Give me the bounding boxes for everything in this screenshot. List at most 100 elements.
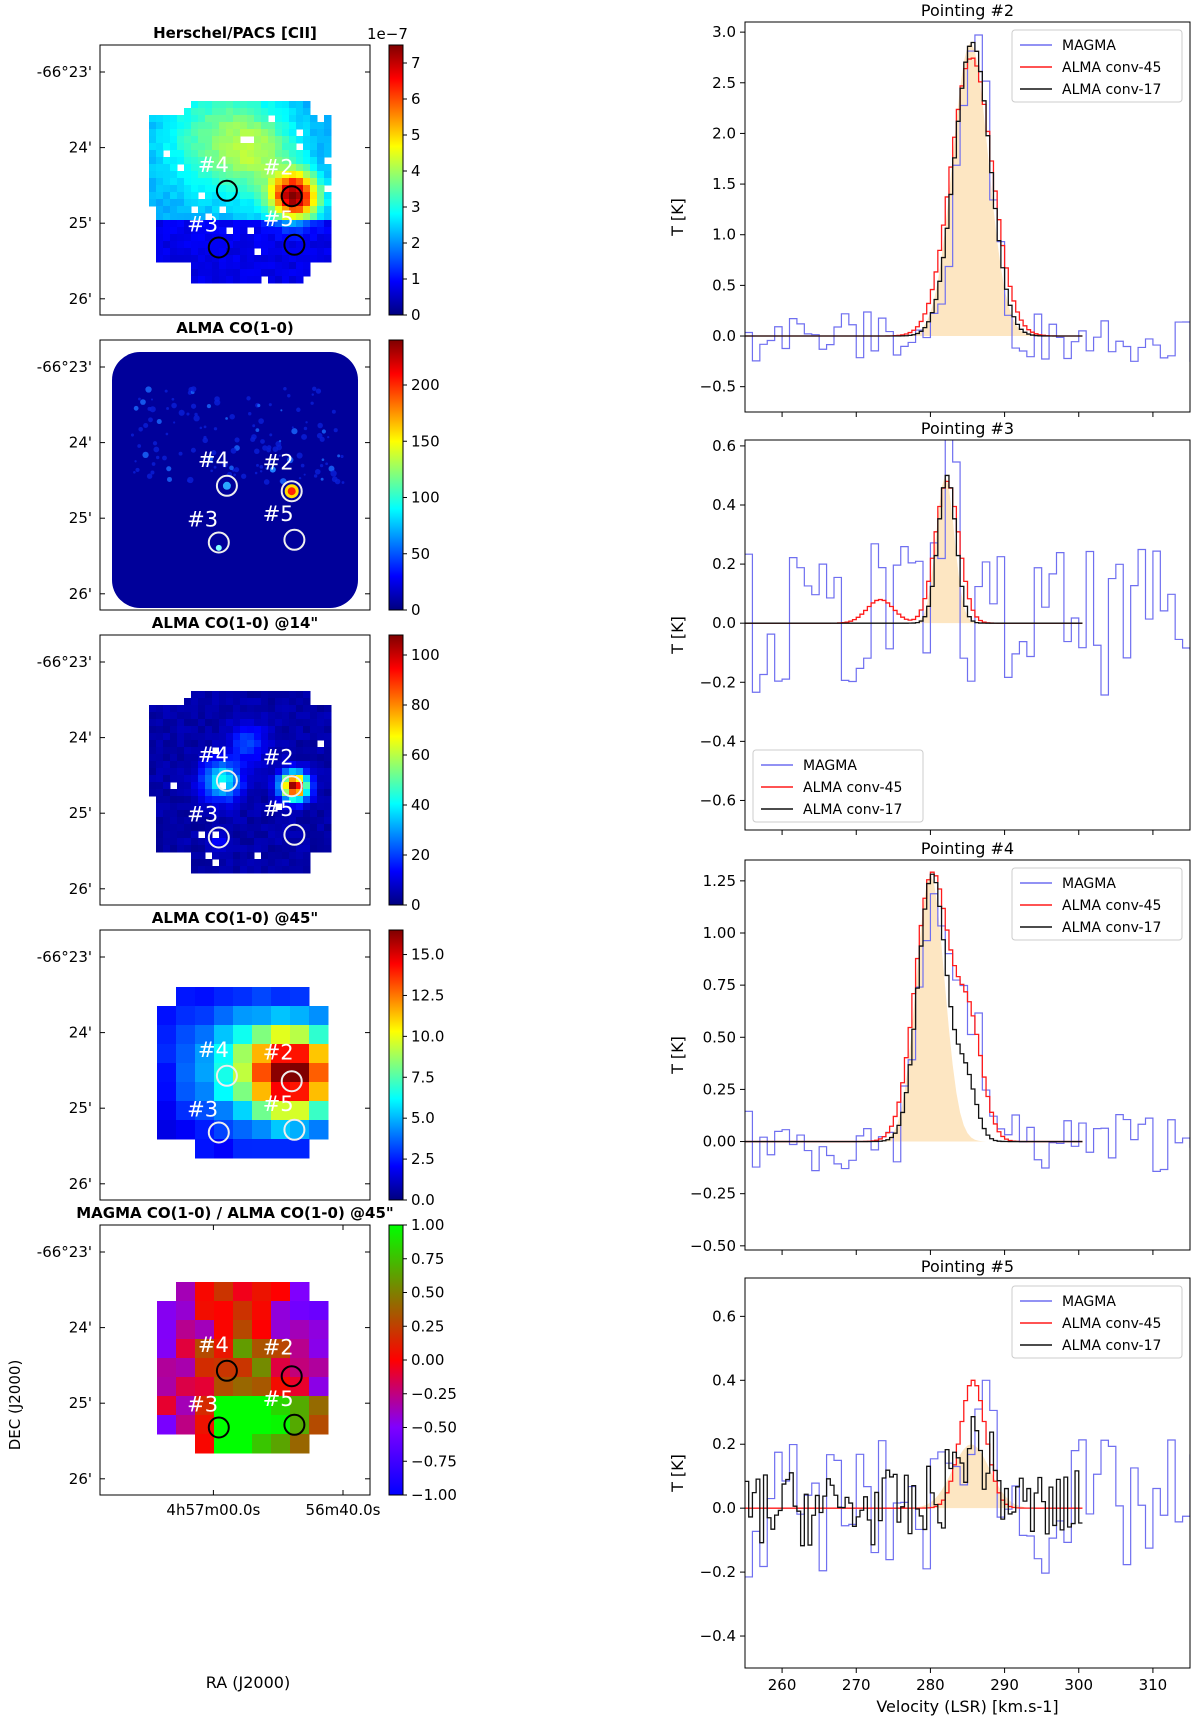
map-pixel xyxy=(289,866,297,874)
map-pixel xyxy=(247,213,255,221)
map-pixel xyxy=(226,129,234,137)
map-pixel xyxy=(275,796,283,804)
emission-spot xyxy=(214,399,221,406)
map-pixel xyxy=(268,101,276,109)
map-pixel xyxy=(296,740,304,748)
map-title: Herschel/PACS [CII] xyxy=(153,24,317,42)
map-pixel xyxy=(261,206,269,214)
map-pixel xyxy=(324,115,332,123)
map-pixel xyxy=(289,255,297,263)
map-pixel xyxy=(176,1301,196,1321)
map-pixel xyxy=(226,866,234,874)
map-pixel xyxy=(198,143,206,151)
map-pixel xyxy=(271,1434,291,1454)
dec-tick-label: -66°23' xyxy=(37,653,92,671)
map-pixel xyxy=(254,276,262,284)
map-pixel xyxy=(233,1415,253,1435)
map-pixel xyxy=(219,698,227,706)
map-pixel xyxy=(191,199,199,207)
map-pixel xyxy=(317,754,325,762)
map-pixel xyxy=(170,775,178,783)
map-pixel xyxy=(303,775,311,783)
map-pixel xyxy=(275,150,283,158)
map-pixel xyxy=(282,227,290,235)
map-pixel xyxy=(226,276,234,284)
map-pixel xyxy=(184,747,192,755)
map-pixel xyxy=(176,1396,196,1416)
map-pixel xyxy=(247,164,255,172)
map-frame xyxy=(99,339,371,611)
map-pixel xyxy=(219,866,227,874)
map-pixel xyxy=(198,129,206,137)
map-pixel xyxy=(233,796,241,804)
map-pixel xyxy=(184,796,192,804)
pointing-label: #4 xyxy=(198,153,229,177)
map-pixel xyxy=(191,719,199,727)
map-pixel xyxy=(233,213,241,221)
map-pixel xyxy=(289,747,297,755)
map-pixel xyxy=(170,768,178,776)
map-pixel xyxy=(289,262,297,270)
map-pixel xyxy=(177,136,185,144)
map-pixel xyxy=(310,803,318,811)
map-pixel xyxy=(261,726,269,734)
map-pixel xyxy=(212,698,220,706)
emission-spot xyxy=(327,435,330,439)
map-pixel xyxy=(275,185,283,193)
emission-spot xyxy=(143,422,149,429)
emission-spot xyxy=(190,447,196,453)
map-pixel xyxy=(275,248,283,256)
map-pixel xyxy=(268,698,276,706)
map-pixel xyxy=(296,178,304,186)
map-pixel xyxy=(268,220,276,228)
map-pixel xyxy=(184,157,192,165)
map-pixel xyxy=(198,213,206,221)
emission-spot xyxy=(291,426,294,429)
colorbar-tick-label: −0.50 xyxy=(411,1419,457,1437)
map-pixel xyxy=(309,1339,329,1359)
map-pixel xyxy=(149,157,157,165)
map-pixel xyxy=(261,719,269,727)
map-pixel xyxy=(282,726,290,734)
y-tick-label: 0.50 xyxy=(703,1028,736,1046)
map-pixel xyxy=(303,782,311,790)
map-pixel xyxy=(149,740,157,748)
map-pixel xyxy=(303,150,311,158)
map-pixel xyxy=(240,824,248,832)
series-alma-conv-17 xyxy=(745,474,1083,624)
map-pixel xyxy=(275,768,283,776)
map-pixel xyxy=(254,157,262,165)
map-pixel xyxy=(214,1063,234,1083)
map-pixel xyxy=(198,789,206,797)
map-pixel xyxy=(282,248,290,256)
map-pixel xyxy=(233,747,241,755)
map-pixel xyxy=(205,108,213,116)
map-pixel xyxy=(247,143,255,151)
map-pixel xyxy=(191,859,199,867)
map-pixel xyxy=(240,220,248,228)
map-pixel xyxy=(310,234,318,242)
emission-spot xyxy=(321,458,325,462)
map-pixel xyxy=(303,761,311,769)
map-pixel xyxy=(254,164,262,172)
map-pixel xyxy=(275,845,283,853)
emission-spot xyxy=(165,432,169,436)
dec-tick-label: 24' xyxy=(69,139,92,157)
map-pixel xyxy=(303,164,311,172)
map-pixel xyxy=(310,185,318,193)
emission-spot xyxy=(193,415,200,422)
map-pixel xyxy=(268,269,276,277)
map-pixel xyxy=(233,108,241,116)
series-magma xyxy=(745,1379,1190,1578)
legend-entry: ALMA conv-45 xyxy=(1062,898,1161,914)
map-pixel xyxy=(289,859,297,867)
map-pixel xyxy=(198,852,206,860)
map-pixel xyxy=(170,206,178,214)
map-pixel xyxy=(156,227,164,235)
map-pixel xyxy=(254,831,262,839)
map-pixel xyxy=(247,150,255,158)
map-pixel xyxy=(309,1120,329,1140)
filled-area xyxy=(856,874,1042,1142)
map-pixel xyxy=(254,269,262,277)
